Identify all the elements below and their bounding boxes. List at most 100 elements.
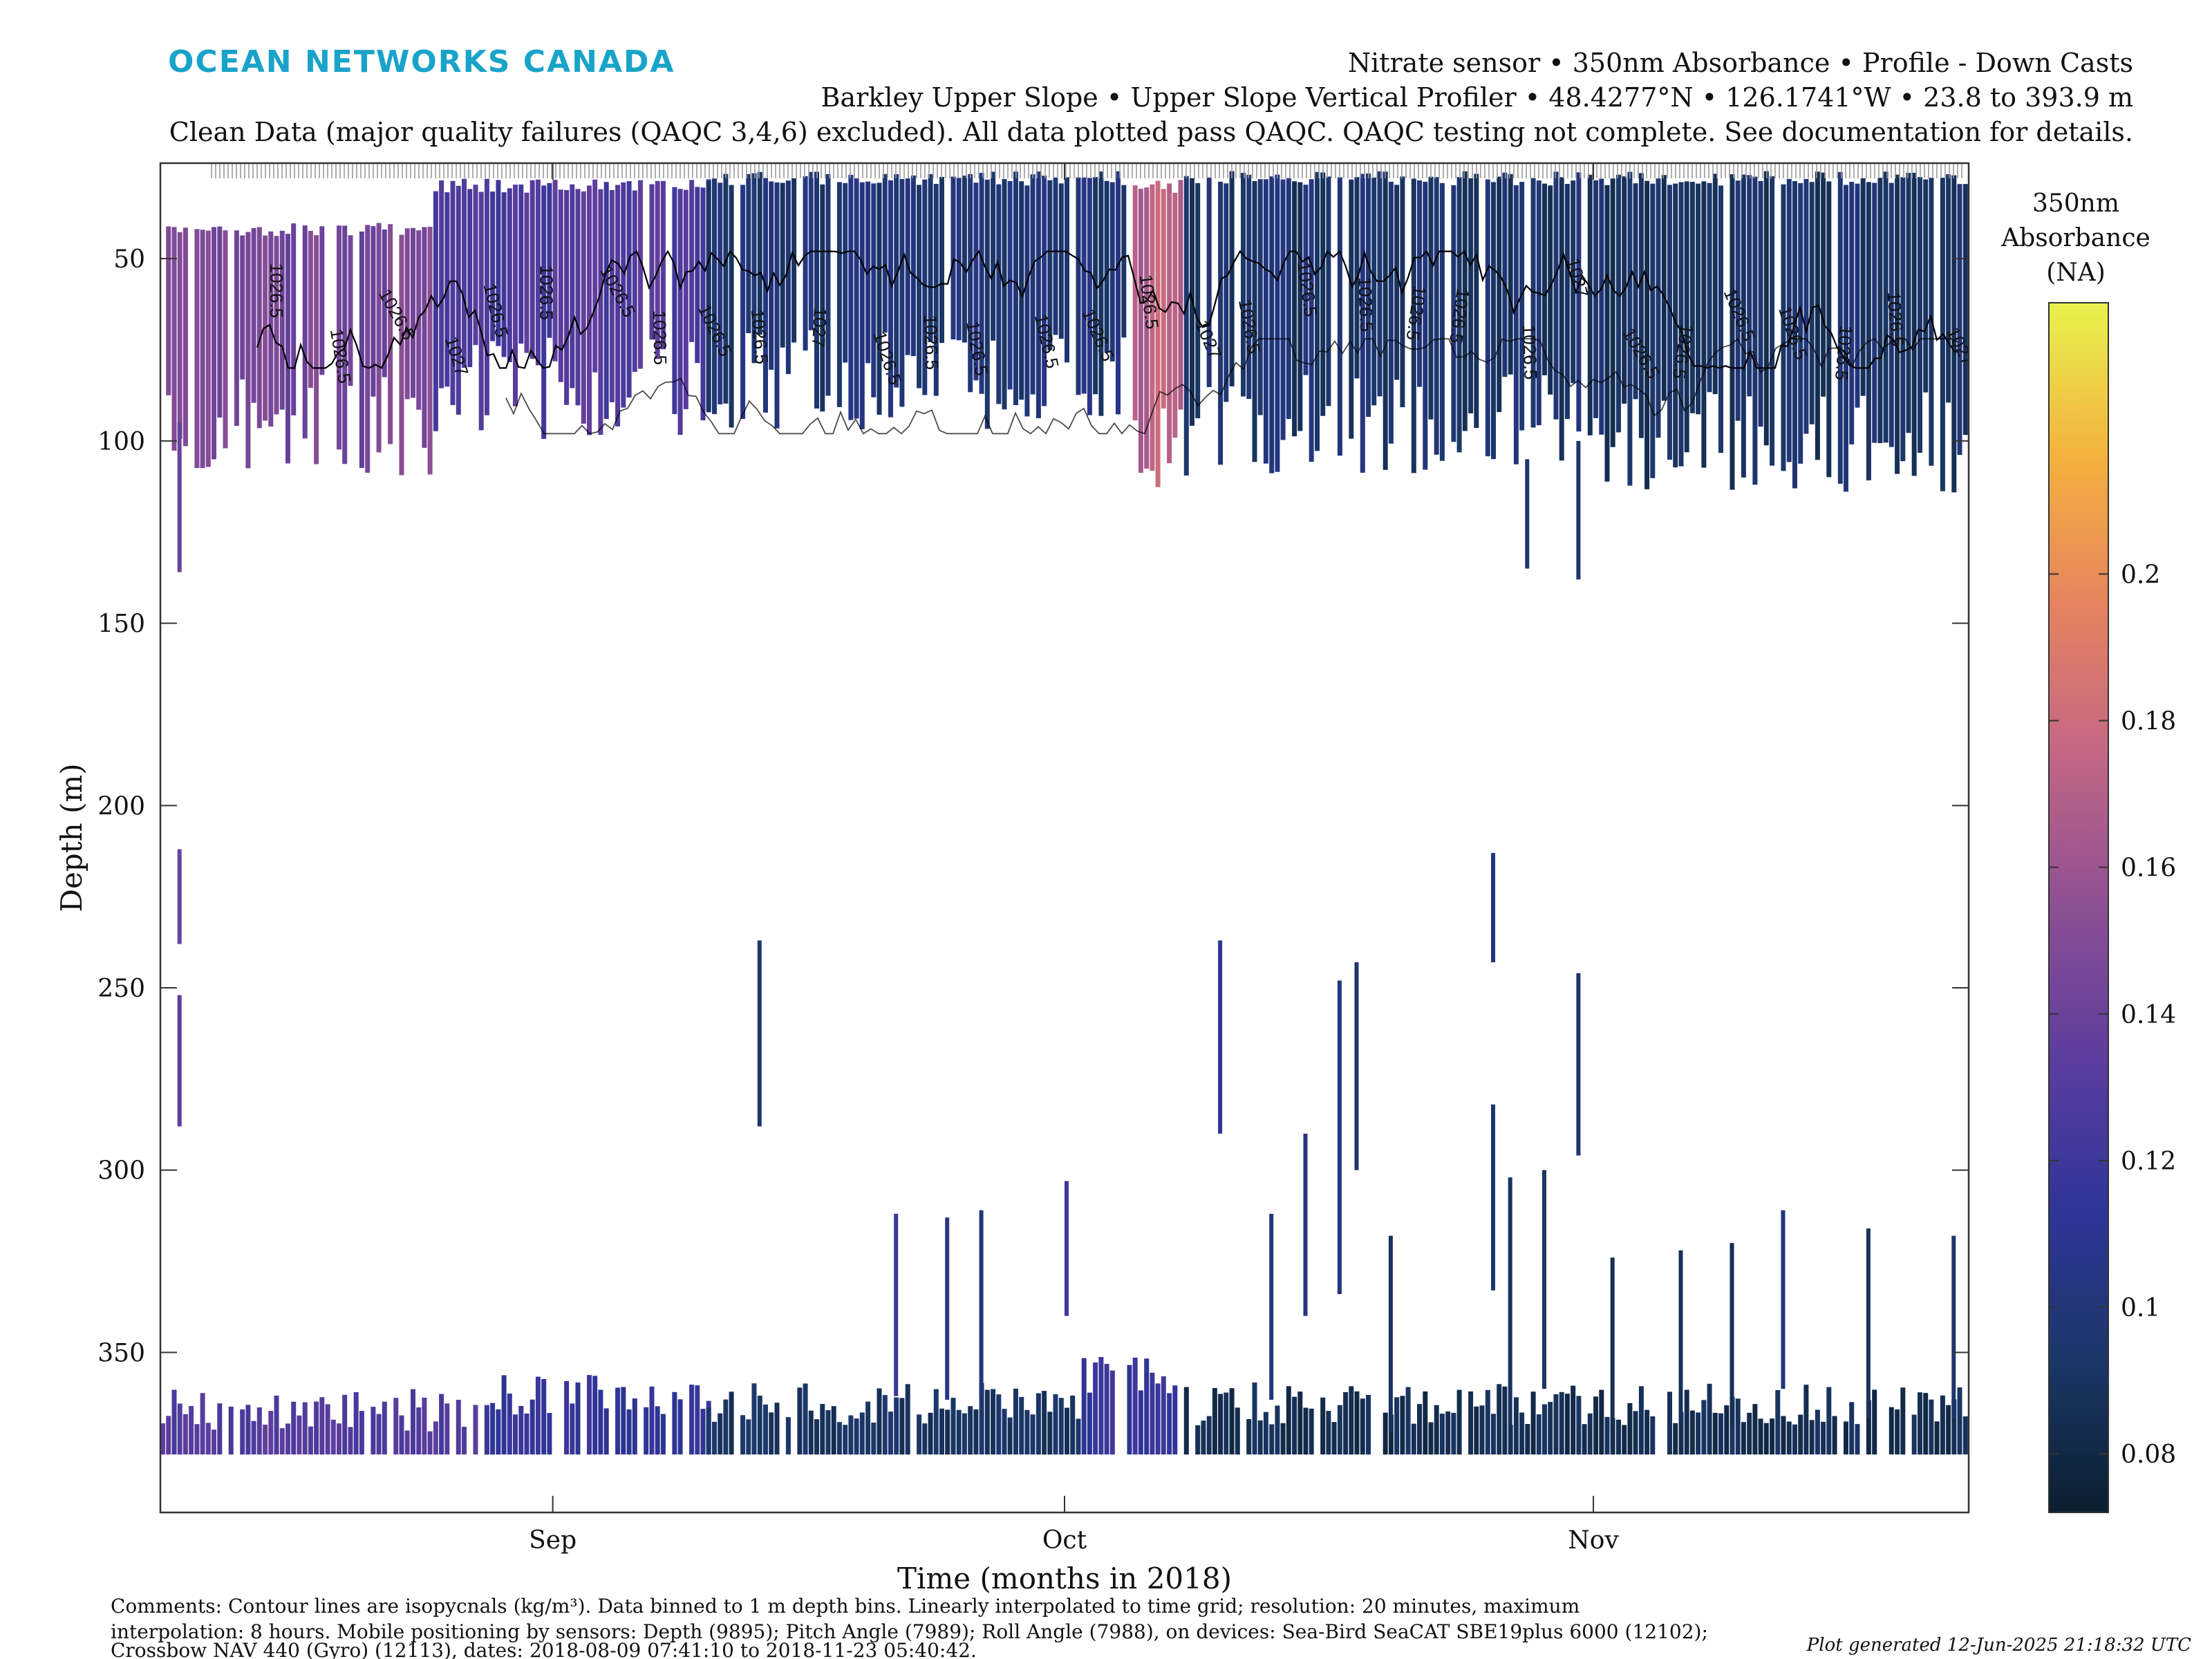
bottom-cast bbox=[1593, 1396, 1599, 1455]
bottom-cast bbox=[1292, 1396, 1297, 1455]
bottom-cast bbox=[1888, 1407, 1894, 1455]
bottom-cast bbox=[877, 1388, 882, 1455]
profile-cast bbox=[1837, 171, 1843, 484]
profile-cast bbox=[1530, 178, 1536, 428]
profile-cast bbox=[552, 180, 558, 362]
profile-cast bbox=[672, 187, 677, 414]
profile-cast bbox=[1610, 178, 1615, 447]
profile-cast bbox=[291, 223, 297, 415]
bottom-cast bbox=[1195, 1425, 1201, 1455]
bottom-cast bbox=[1895, 1409, 1900, 1455]
profile-cast bbox=[1428, 176, 1434, 420]
profile-cast bbox=[922, 179, 928, 395]
profile-cast bbox=[854, 178, 859, 419]
bottom-cast bbox=[836, 1422, 842, 1455]
bottom-cast bbox=[1513, 1397, 1519, 1455]
profile-cast bbox=[1121, 185, 1127, 338]
bottom-cast bbox=[308, 1426, 313, 1455]
profile-cast bbox=[1138, 189, 1143, 473]
bottom-cast bbox=[1712, 1412, 1718, 1455]
bottom-cast bbox=[1098, 1357, 1104, 1455]
x-axis-label: Time (months in 2018) bbox=[897, 1562, 1232, 1595]
profile-cast bbox=[1382, 171, 1388, 470]
bottom-cast bbox=[774, 1403, 780, 1455]
colorbar-tick-label: 0.18 bbox=[2121, 708, 2176, 736]
profile-cast bbox=[1786, 178, 1792, 462]
profile-cast bbox=[529, 180, 535, 359]
profile-cast bbox=[1439, 182, 1445, 461]
bottom-cast bbox=[700, 1409, 706, 1455]
contour-label: 1026.5 bbox=[536, 265, 557, 321]
bottom-cast bbox=[991, 1389, 996, 1455]
isopycnal-1027 bbox=[505, 337, 1959, 435]
isolated-profile bbox=[945, 1217, 950, 1400]
bottom-cast bbox=[1093, 1362, 1098, 1455]
isolated-profile bbox=[1065, 1181, 1069, 1316]
profile-cast bbox=[1502, 172, 1508, 377]
profile-cast bbox=[1564, 184, 1570, 420]
bottom-cast bbox=[1844, 1421, 1848, 1455]
bottom-cast bbox=[1508, 1425, 1513, 1455]
bottom-cast bbox=[1525, 1424, 1530, 1455]
profile-cast bbox=[1911, 172, 1917, 476]
profile-cast bbox=[1712, 174, 1718, 395]
bottom-cast bbox=[1832, 1416, 1837, 1455]
bottom-cast bbox=[843, 1425, 848, 1455]
bottom-cast bbox=[1002, 1409, 1007, 1455]
profile-cast bbox=[490, 191, 496, 341]
bottom-cast bbox=[820, 1404, 825, 1455]
bottom-cast bbox=[1161, 1376, 1166, 1455]
bottom-cast bbox=[871, 1423, 877, 1455]
bottom-cast bbox=[1707, 1383, 1712, 1455]
bottom-cast bbox=[1434, 1405, 1439, 1455]
y-axis-label: Depth (m) bbox=[55, 763, 88, 912]
bottom-cast bbox=[1752, 1404, 1758, 1455]
isolated-profile bbox=[177, 995, 182, 1127]
profile-cast bbox=[1035, 171, 1041, 418]
profile-cast bbox=[365, 225, 371, 473]
profile-cast bbox=[1161, 189, 1166, 409]
profile-cast bbox=[1962, 184, 1968, 435]
profile-cast bbox=[462, 178, 467, 368]
profile-cast bbox=[877, 182, 882, 415]
profile-cast bbox=[456, 185, 461, 415]
profile-cast bbox=[1872, 182, 1877, 443]
profile-cast bbox=[1451, 185, 1456, 442]
profile-cast bbox=[1718, 185, 1723, 453]
contour-label: 1026.5 bbox=[1354, 276, 1377, 332]
profile-cast bbox=[1855, 183, 1860, 408]
profile-cast bbox=[302, 225, 308, 439]
profile-cast bbox=[337, 225, 341, 450]
x-tick-label: Nov bbox=[1568, 1526, 1619, 1555]
profile-cast bbox=[1195, 182, 1201, 419]
bottom-cast bbox=[251, 1421, 256, 1455]
bottom-cast bbox=[1622, 1425, 1627, 1455]
profile-cast bbox=[575, 189, 581, 406]
profile-cast bbox=[592, 179, 598, 373]
profile-cast bbox=[626, 181, 632, 398]
y-tick-label: 350 bbox=[97, 1339, 145, 1367]
x-axis: Sep Oct Nov bbox=[529, 163, 1619, 1555]
profile-cast bbox=[1229, 171, 1235, 386]
profile-cast bbox=[1388, 181, 1394, 444]
bottom-cast bbox=[359, 1411, 364, 1455]
profile-cast bbox=[962, 176, 967, 343]
y-tick-label: 200 bbox=[97, 792, 145, 821]
profile-cast bbox=[1132, 185, 1138, 421]
profile-cast bbox=[205, 230, 211, 467]
profile-cast bbox=[1456, 177, 1462, 453]
profile-cast bbox=[1809, 182, 1815, 424]
bottom-cast bbox=[769, 1412, 774, 1455]
bottom-cast bbox=[603, 1408, 609, 1455]
profile-cast bbox=[547, 182, 552, 338]
profile-cast bbox=[1081, 177, 1087, 394]
bottom-cast bbox=[1923, 1393, 1929, 1455]
bottom-cast bbox=[626, 1409, 632, 1455]
bottom-cast bbox=[854, 1418, 859, 1455]
profile-cast bbox=[518, 184, 524, 344]
bottom-cast bbox=[718, 1413, 723, 1455]
plot-area: 1026.5 1026.5 1026.5 1027 1026.5 1026.5 1026.5… bbox=[97, 162, 1970, 1555]
profile-cast bbox=[1536, 180, 1541, 426]
bottom-cast bbox=[212, 1430, 216, 1455]
profile-cast bbox=[1661, 175, 1667, 401]
